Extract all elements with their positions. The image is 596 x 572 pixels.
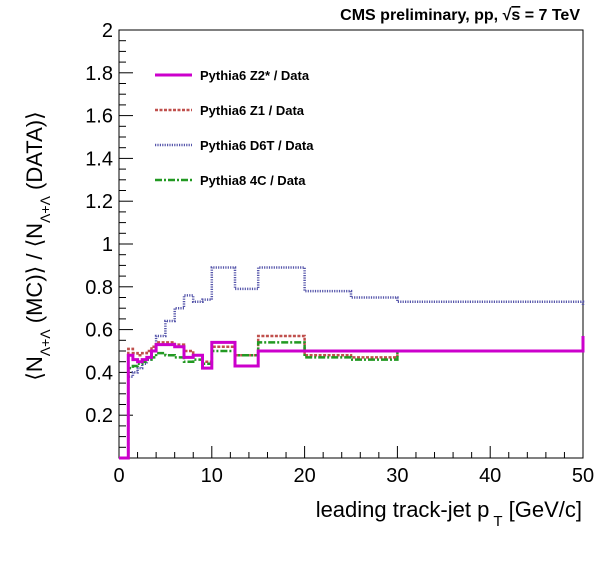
x-tick-label: 40: [479, 465, 501, 487]
legend-label-0: Pythia6 Z2* / Data: [200, 68, 310, 83]
y-tick-label: 1.4: [85, 148, 113, 170]
legend-label-3: Pythia8 4C / Data: [200, 173, 306, 188]
x-title-sub: T: [493, 513, 502, 530]
series-lines: [119, 266, 585, 460]
y-title-sub1: Λ+Λ: [37, 329, 53, 357]
x-tick-label: 50: [572, 465, 594, 487]
y-title-open: ⟨N: [22, 356, 47, 380]
y-tick-label: 1.8: [85, 63, 113, 85]
y-tick-label: 0.6: [85, 320, 113, 342]
x-tick-label: 0: [113, 465, 124, 487]
sqrt-argument: s: [511, 7, 520, 24]
x-tick-label: 20: [293, 465, 315, 487]
y-tick-label: 0.8: [85, 277, 113, 299]
y-tick-label: 1: [102, 234, 113, 256]
y-axis-title: ⟨NΛ+Λ (MC)⟩ / ⟨NΛ+Λ (DATA)⟩: [22, 111, 53, 380]
legend: Pythia6 Z2* / Data Pythia6 Z1 / Data Pythi…: [155, 68, 314, 188]
chart-header: CMS preliminary, pp, √s = 7 TeV: [340, 7, 580, 24]
x-title-unit: [GeV/c]: [503, 497, 582, 522]
axis-ticks: 0 10 20 30 40 50 0.2 0.4 0.6 0.8 1 1.2 1.4 1.6 1.8 2: [85, 20, 594, 487]
y-title-close: (DATA)⟩: [22, 111, 47, 196]
y-title-sub2: Λ+Λ: [37, 195, 53, 223]
svg-text:⟨NΛ+Λ (MC)⟩ / ⟨NΛ+Λ (DATA)⟩: ⟨NΛ+Λ (MC)⟩ / ⟨NΛ+Λ (DATA)⟩: [22, 111, 53, 380]
header-text-after: = 7 TeV: [520, 7, 580, 24]
plot-frame: [118, 29, 584, 459]
legend-label-1: Pythia6 Z1 / Data: [200, 103, 305, 118]
y-tick-label: 1.2: [85, 191, 113, 213]
series-line-2: [119, 266, 585, 460]
series-line-0: [119, 336, 585, 460]
y-tick-label: 0.2: [85, 405, 113, 427]
x-tick-label: 10: [201, 465, 223, 487]
legend-label-2: Pythia6 D6T / Data: [200, 138, 314, 153]
y-tick-label: 2: [102, 20, 113, 42]
x-tick-label: 30: [386, 465, 408, 487]
header-text-before: CMS preliminary, pp,: [340, 7, 502, 24]
series-line-1: [119, 334, 585, 460]
sqrt-symbol: √: [503, 7, 512, 24]
y-title-mid: (MC)⟩ / ⟨N: [22, 223, 47, 329]
x-title-main: leading track-jet p: [316, 497, 490, 522]
y-tick-label: 1.6: [85, 106, 113, 128]
y-tick-label: 0.4: [85, 362, 113, 384]
